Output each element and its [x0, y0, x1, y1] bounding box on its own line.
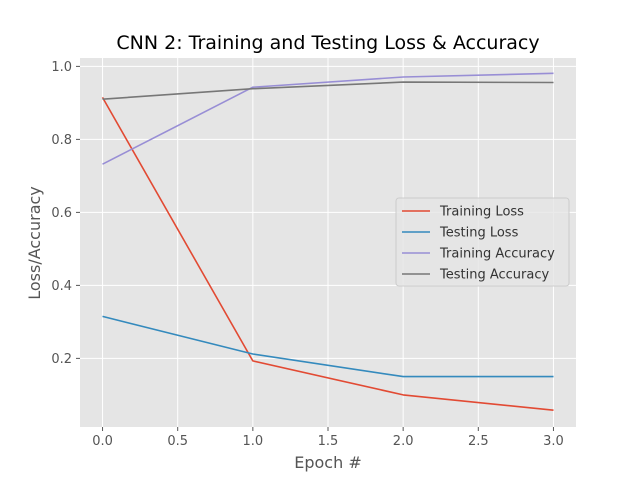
y-tick-label: 0.6	[51, 206, 72, 221]
x-tick-label: 3.0	[543, 434, 564, 449]
legend-item: Testing Accuracy	[402, 268, 549, 283]
x-tick-label: 2.0	[393, 434, 414, 449]
y-axis-label: Loss/Accuracy	[25, 186, 44, 300]
legend-label: Testing Loss	[439, 226, 519, 241]
x-tick-label: 0.0	[92, 434, 113, 449]
x-axis-label: Epoch #	[294, 453, 361, 472]
series-line-testing-loss	[102, 315, 554, 378]
legend-item: Training Loss	[402, 205, 524, 220]
x-tick-label: 0.5	[167, 434, 188, 449]
legend-label: Training Accuracy	[439, 247, 555, 262]
y-axis-ticks: 0.2 0.4 0.6 0.8 1.0	[51, 60, 80, 367]
series-lines	[101, 72, 554, 411]
legend-item: Testing Loss	[402, 226, 519, 241]
chart-title: CNN 2: Training and Testing Loss & Accur…	[116, 32, 539, 54]
x-axis-ticks: 0.0 0.5 1.0 1.5 2.0 2.5 3.0	[92, 427, 564, 449]
x-tick-label: 1.5	[318, 434, 339, 449]
legend-label: Training Loss	[439, 205, 524, 220]
y-tick-label: 1.0	[51, 60, 72, 75]
y-tick-label: 0.8	[51, 133, 72, 148]
y-tick-label: 0.4	[51, 279, 72, 294]
legend: Training Loss Testing Loss Training Accura…	[395, 197, 570, 287]
x-tick-label: 2.5	[468, 434, 489, 449]
legend-label: Testing Accuracy	[439, 268, 549, 283]
series-line-testing-accuracy	[102, 81, 554, 100]
series-line-training-loss	[101, 97, 554, 411]
y-tick-label: 0.2	[51, 352, 72, 367]
legend-box	[395, 197, 570, 287]
x-tick-label: 1.0	[243, 434, 264, 449]
legend-item: Training Accuracy	[402, 247, 555, 262]
series-line-training-accuracy	[102, 72, 554, 165]
